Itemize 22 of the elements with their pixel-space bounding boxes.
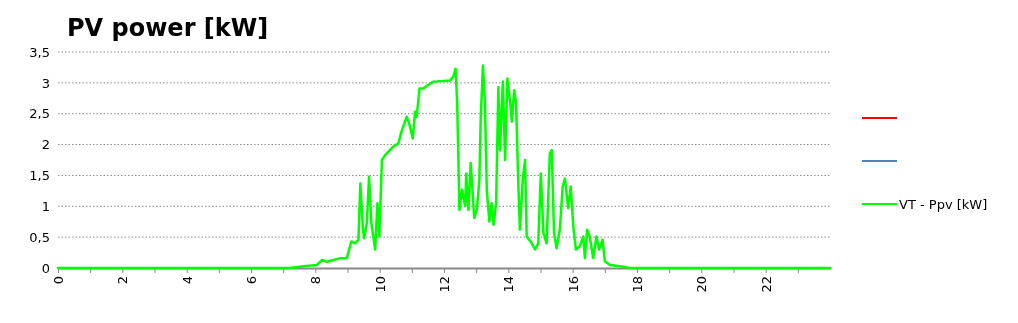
x-tick-label: 2 xyxy=(115,276,131,285)
x-tick-label: 8 xyxy=(308,276,324,285)
line-series xyxy=(56,64,832,270)
x-tick-label: 14 xyxy=(501,276,517,293)
x-tick-label: 6 xyxy=(244,276,260,285)
chart-title: PV power [kW] xyxy=(67,14,269,42)
x-tick-label: 12 xyxy=(437,276,453,293)
x-tick-label: 20 xyxy=(694,276,710,293)
y-tick-label: 2 xyxy=(41,137,50,153)
y-tick-label: 3,5 xyxy=(29,44,50,60)
legend-label: VT - Ppv [kW] xyxy=(899,197,988,212)
x-tick-label: 4 xyxy=(179,276,195,285)
y-tick-label: 0,5 xyxy=(29,229,50,245)
x-tick-label: 16 xyxy=(565,276,581,293)
x-tick-label: 0 xyxy=(51,276,67,285)
y-tick-label: 3 xyxy=(41,75,50,91)
x-tick-label: 22 xyxy=(758,276,774,293)
x-tick-label: 18 xyxy=(630,276,646,293)
y-tick-label: 1,5 xyxy=(29,168,50,184)
y-tick-label: 1 xyxy=(41,198,50,214)
y-tick-label: 2,5 xyxy=(29,106,50,122)
x-tick-label: 10 xyxy=(372,276,388,293)
